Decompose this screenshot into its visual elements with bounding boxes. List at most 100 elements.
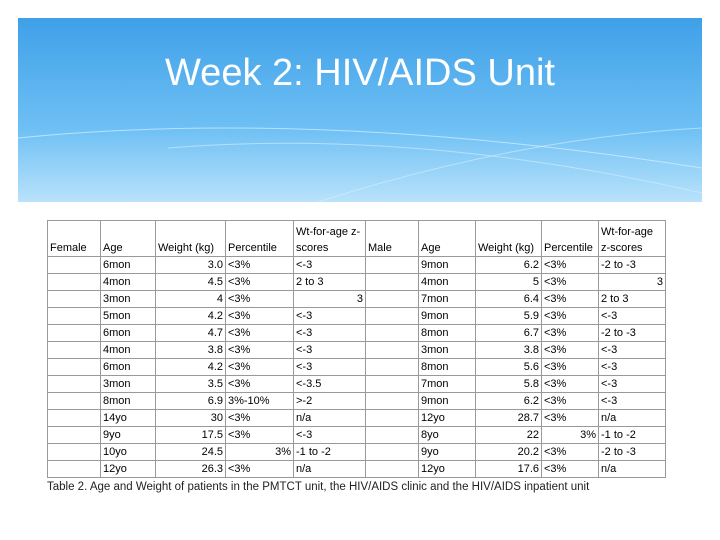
table-cell: <3% [225, 426, 294, 444]
table-cell: 4.7 [155, 324, 226, 342]
table-cell: 8mon [418, 324, 476, 342]
header-band [18, 18, 702, 202]
table-cell [365, 324, 419, 342]
table-cell: 5.6 [475, 358, 542, 376]
table-cell: 5mon [100, 307, 156, 325]
table-cell: 4.2 [155, 307, 226, 325]
table-cell [365, 443, 419, 461]
table-row: 6mon 4.7 <3% <-3 8mon 6.7 <3% -2 to -3 [47, 324, 666, 342]
table-cell: <3% [225, 273, 294, 291]
table-cell: n/a [598, 409, 666, 427]
table-cell: 6mon [100, 324, 156, 342]
table-cell: <3% [541, 375, 599, 393]
header-cell: Percentile [225, 220, 294, 257]
table-cell [47, 324, 101, 342]
table-row: 5mon 4.2 <3% <-3 9mon 5.9 <3% <-3 [47, 307, 666, 325]
header-cell: Female [47, 220, 101, 257]
table-cell: 3% [541, 426, 599, 444]
table-cell: 3mon [100, 290, 156, 308]
table-cell [47, 358, 101, 376]
table-cell: 12yo [100, 460, 156, 478]
table-cell: 6mon [100, 358, 156, 376]
header-cell: Weight (kg) [155, 220, 226, 257]
table-cell: <-3 [293, 341, 366, 359]
table-cell: 14yo [100, 409, 156, 427]
table-cell: <3% [225, 460, 294, 478]
table-cell: 6.2 [475, 256, 542, 274]
table-cell [365, 426, 419, 444]
table-row: 3mon 3.5 <3% <-3.5 7mon 5.8 <3% <-3 [47, 375, 666, 393]
table-cell: 3mon [418, 341, 476, 359]
table-cell: 20.2 [475, 443, 542, 461]
table-cell [47, 375, 101, 393]
table-row: 3mon 4 <3% 3 7mon 6.4 <3% 2 to 3 [47, 290, 666, 308]
table-cell: 3.8 [155, 341, 226, 359]
table-cell: 9mon [418, 256, 476, 274]
header-cell: Weight (kg) [475, 220, 542, 257]
table-cell: <3% [541, 409, 599, 427]
table-cell: 28.7 [475, 409, 542, 427]
table-cell: <-3 [293, 256, 366, 274]
table-row: 4mon 3.8 <3% <-3 3mon 3.8 <3% <-3 [47, 341, 666, 359]
header-cell: Age [418, 220, 476, 257]
caption: Table 2. Age and Weight of patients in t… [47, 481, 590, 493]
table-cell: 3 [293, 290, 366, 308]
table-cell: 30 [155, 409, 226, 427]
table-cell [365, 290, 419, 308]
table-cell [47, 392, 101, 410]
table-cell: n/a [293, 460, 366, 478]
table-cell [365, 341, 419, 359]
table-cell [365, 358, 419, 376]
table-cell [365, 273, 419, 291]
table-cell: 9yo [100, 426, 156, 444]
table-cell [365, 256, 419, 274]
table-cell: <3% [225, 307, 294, 325]
table-cell: 3mon [100, 375, 156, 393]
table-cell: <-3 [598, 358, 666, 376]
header-cell: Male [365, 220, 419, 257]
table-cell: 3.8 [475, 341, 542, 359]
table-cell: 7mon [418, 290, 476, 308]
table-cell [365, 392, 419, 410]
table-cell: <-3 [293, 324, 366, 342]
table-cell [47, 290, 101, 308]
table-cell: <3% [225, 256, 294, 274]
table-cell: <3% [541, 256, 599, 274]
table-cell [47, 409, 101, 427]
table-cell: -1 to -2 [598, 426, 666, 444]
table-cell: 6.7 [475, 324, 542, 342]
header-cell: Percentile [541, 220, 599, 257]
header-cell: Wt-for-age z-scores [293, 220, 366, 257]
table-cell: 6.9 [155, 392, 226, 410]
table-cell: 5.9 [475, 307, 542, 325]
table-row: 14yo 30 <3% n/a 12yo 28.7 <3% n/a [47, 409, 666, 427]
table-cell: 8mon [100, 392, 156, 410]
table-cell: <3% [541, 460, 599, 478]
table-cell: 3% [225, 443, 294, 461]
table-cell: n/a [598, 460, 666, 478]
table-cell: 4 [155, 290, 226, 308]
table-cell: 24.5 [155, 443, 226, 461]
table-cell: 12yo [418, 460, 476, 478]
table-cell: 2 to 3 [598, 290, 666, 308]
table-cell [365, 307, 419, 325]
table-cell: <3% [225, 409, 294, 427]
data-table: Female Age Weight (kg) Percentile Wt-for-age… [47, 220, 666, 478]
header-row: Female Age Weight (kg) Percentile Wt-for-age… [47, 220, 666, 257]
table-row: 12yo 26.3 <3% n/a 12yo 17.6 <3% n/a [47, 460, 666, 478]
table-cell: 8mon [418, 358, 476, 376]
table-row: 6mon 4.2 <3% <-3 8mon 5.6 <3% <-3 [47, 358, 666, 376]
table-cell: <3% [225, 358, 294, 376]
table-cell: 5 [475, 273, 542, 291]
table-cell: -2 to -3 [598, 443, 666, 461]
table-cell: <3% [541, 392, 599, 410]
table-cell: 3%-10% [225, 392, 294, 410]
table-cell: <-3 [598, 392, 666, 410]
table-cell: 9mon [418, 392, 476, 410]
table-cell: <3% [541, 290, 599, 308]
table-cell: 8yo [418, 426, 476, 444]
table-cell: <3% [225, 341, 294, 359]
table-cell [47, 341, 101, 359]
table-cell [47, 426, 101, 444]
table-cell: 7mon [418, 375, 476, 393]
